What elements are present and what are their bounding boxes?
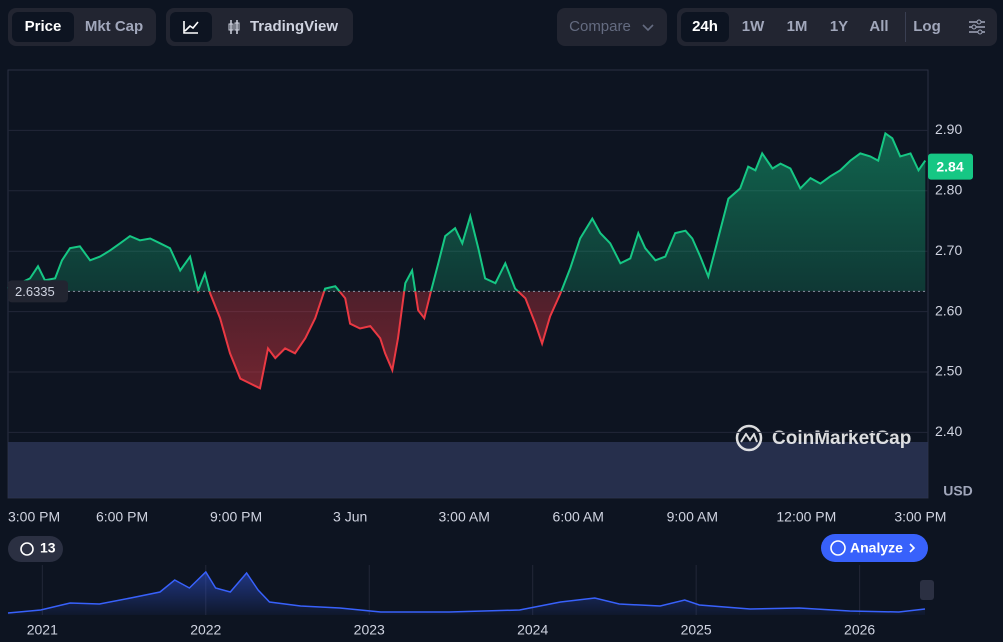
- y-unit: USD: [943, 483, 973, 499]
- x-tick-label: 6:00 PM: [96, 509, 148, 525]
- y-tick-label: 2.90: [935, 121, 962, 137]
- base-label: 2.6335: [15, 284, 55, 299]
- x-tick-label: 12:00 PM: [776, 509, 836, 525]
- tradingview-label: TradingView: [249, 18, 339, 35]
- line-icon: [183, 21, 199, 34]
- log-button[interactable]: Log: [905, 12, 948, 42]
- x-tick-label: 9:00 PM: [210, 509, 262, 525]
- x-tick-label: 6:00 AM: [553, 509, 604, 525]
- y-tick-label: 2.40: [935, 423, 962, 439]
- range-bar: 24h 1W 1M 1Y All Log: [677, 8, 997, 46]
- history-icon: [20, 542, 34, 556]
- x-tick-label: 3:00 PM: [8, 509, 60, 525]
- chevron: [642, 24, 654, 32]
- candle-icon: [228, 20, 240, 34]
- navigator-line: [7, 570, 926, 614]
- badge-count: 13: [40, 540, 56, 556]
- navigator-year-label: 2024: [517, 622, 548, 638]
- settings-icon[interactable]: [967, 17, 987, 37]
- line-button[interactable]: [170, 12, 212, 42]
- range-button[interactable]: 1M: [786, 18, 808, 35]
- mktcap-button[interactable]: Mkt Cap: [84, 18, 144, 35]
- y-tick-label: 2.80: [935, 182, 962, 198]
- range-button[interactable]: 1W: [741, 18, 765, 35]
- x-tick-label: 3:00 PM: [894, 509, 946, 525]
- navigator-year-label: 2023: [354, 622, 385, 638]
- history-badge[interactable]: [8, 536, 63, 562]
- analyze-icon: [830, 540, 846, 556]
- last-price-tag: [928, 153, 973, 180]
- area-up: [8, 133, 926, 292]
- watermark: CoinMarketCap: [735, 424, 911, 452]
- navigator-year-label: 2025: [681, 622, 712, 638]
- navigator-year-label: 2021: [27, 622, 58, 638]
- chart-style: TradingView: [166, 8, 353, 46]
- y-tick-label: 2.70: [935, 242, 962, 258]
- x-tick-label: 9:00 AM: [667, 509, 718, 525]
- x-tick-label: 3 Jun: [333, 509, 367, 525]
- price-line-up: [7, 131, 927, 292]
- analyze-button[interactable]: [821, 534, 928, 562]
- last-price-label: 2.84: [936, 158, 963, 174]
- analyze-label: Analyze: [850, 540, 903, 556]
- navigator-handle[interactable]: [920, 580, 934, 600]
- range-button[interactable]: 24h: [681, 12, 729, 42]
- base-tag: [8, 280, 68, 303]
- navigator-year-label: 2026: [844, 622, 875, 638]
- watermark-text: CoinMarketCap: [772, 428, 911, 449]
- mode-toggle: Price Mkt Cap: [8, 8, 156, 46]
- area-down: [8, 291, 926, 389]
- compare-label: Compare: [569, 18, 631, 35]
- tradingview-button[interactable]: TradingView: [222, 12, 348, 42]
- y-tick-label: 2.50: [935, 363, 962, 379]
- volume-area: [8, 442, 928, 498]
- range-button[interactable]: 1Y: [829, 18, 849, 35]
- x-tick-label: 3:00 AM: [439, 509, 490, 525]
- compare-dropdown[interactable]: Compare: [557, 8, 667, 46]
- navigator-year-label: 2022: [190, 622, 221, 638]
- y-tick-label: 2.60: [935, 302, 962, 318]
- price-button[interactable]: Price: [12, 12, 74, 42]
- analyze-chevron: [909, 543, 916, 553]
- range-button[interactable]: All: [869, 18, 889, 35]
